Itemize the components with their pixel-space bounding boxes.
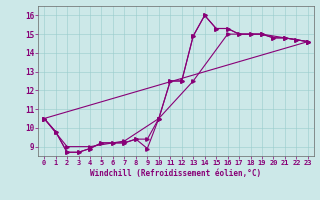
X-axis label: Windchill (Refroidissement éolien,°C): Windchill (Refroidissement éolien,°C) [91, 169, 261, 178]
